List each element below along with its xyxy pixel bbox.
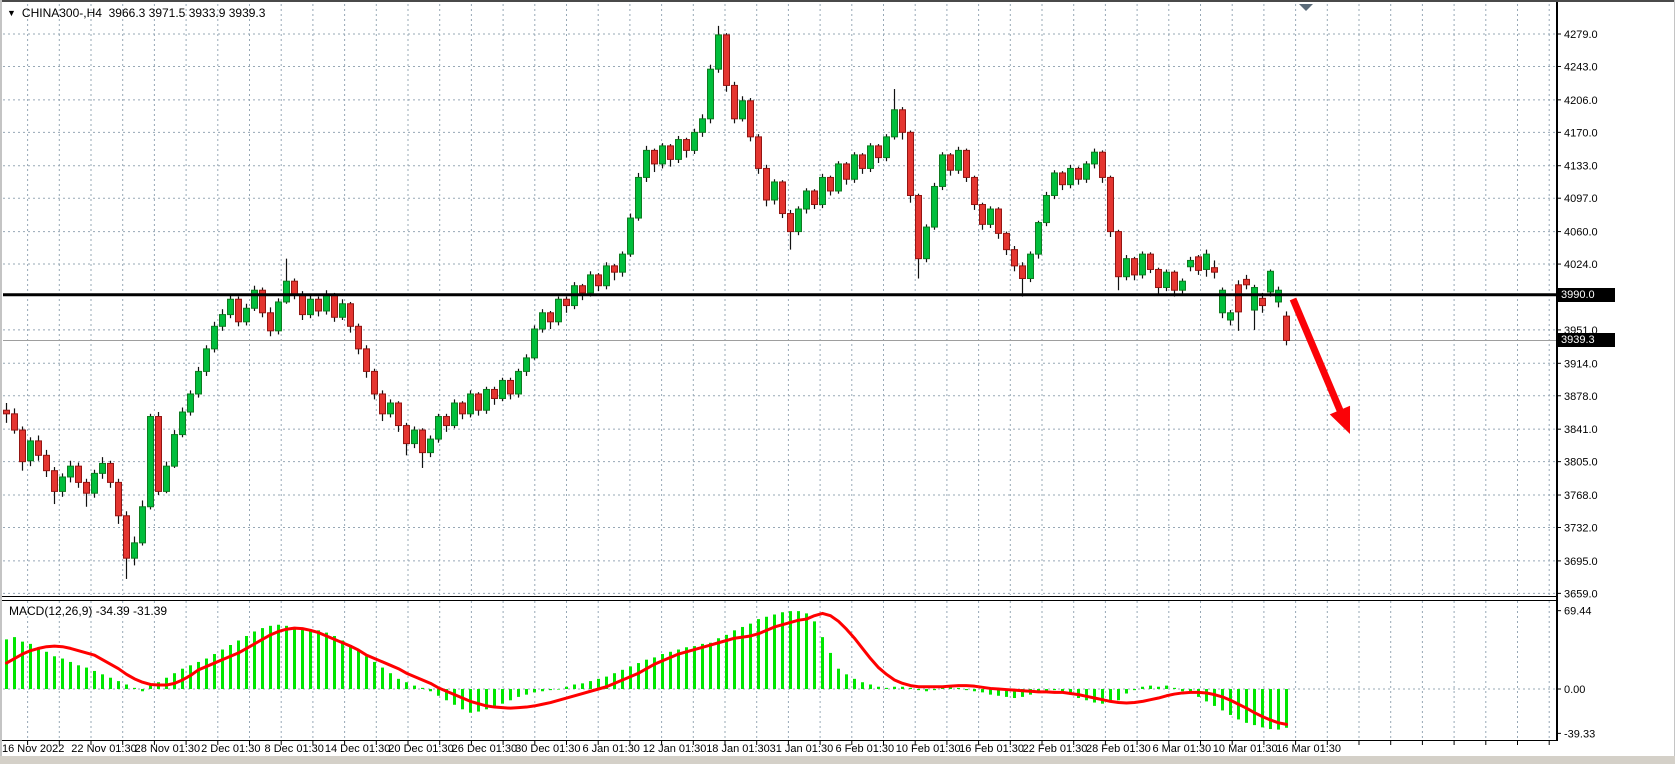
macd-axis-label: 0.00: [1564, 684, 1585, 696]
window-top-border: [0, 0, 1675, 2]
date-axis-label: 10 Mar 01:30: [1213, 743, 1278, 755]
price-axis-label: 4133.0: [1564, 161, 1598, 173]
price-axis-label: 4060.0: [1564, 227, 1598, 239]
candles: [3, 25, 1290, 579]
date-axis-label: 10 Feb 01:30: [896, 743, 961, 755]
price-axis-label: 4097.0: [1564, 193, 1598, 205]
macd-histogram: [5, 611, 1288, 730]
date-axis-label: 16 Mar 01:30: [1276, 743, 1341, 755]
macd-axis[interactable]: 69.44 0.00 -39.33: [1556, 606, 1595, 741]
date-axis-label: 2 Dec 01:30: [201, 743, 260, 755]
date-axis-label: 31 Jan 01:30: [770, 743, 834, 755]
date-axis-label: 28 Feb 01:30: [1086, 743, 1151, 755]
main-pane-bottom-border: [2, 596, 1557, 597]
price-axis-label: 3914.0: [1564, 358, 1598, 370]
date-axis-label: 22 Feb 01:30: [1023, 743, 1088, 755]
grid: [3, 4, 1556, 739]
price-axis[interactable]: 4279.0 4243.0 4206.0 4170.0 4133.0 4097.0 4060…: [1556, 29, 1598, 600]
date-axis-label: 16 Nov 2022: [2, 743, 64, 755]
macd-axis-label: 69.44: [1564, 606, 1592, 618]
price-axis-separator: [1556, 2, 1558, 741]
macd-axis-label: -39.33: [1564, 728, 1595, 740]
symbol-dropdown-icon[interactable]: ▼: [7, 8, 16, 18]
date-axis-label: 30 Dec 01:30: [515, 743, 580, 755]
date-axis-label: 20 Dec 01:30: [388, 743, 453, 755]
hline-price-badge: 3990.0: [1558, 287, 1615, 302]
chart-shift-marker-icon[interactable]: [1299, 4, 1313, 11]
macd-signal-line: [5, 611, 1288, 726]
date-axis-label: 14 Dec 01:30: [325, 743, 390, 755]
price-axis-label: 3805.0: [1564, 457, 1598, 469]
price-axis-label: 4206.0: [1564, 95, 1598, 107]
macd-pane-top-border: [2, 600, 1557, 601]
date-axis-label: 8 Dec 01:30: [265, 743, 324, 755]
date-axis-label: 16 Feb 01:30: [959, 743, 1024, 755]
current-price-badge: 3939.3: [1558, 333, 1615, 348]
price-axis-label: 4279.0: [1564, 29, 1598, 41]
date-axis-label: 22 Nov 01:30: [71, 743, 136, 755]
date-axis-label: 6 Jan 01:30: [582, 743, 640, 755]
date-axis-label: 28 Nov 01:30: [135, 743, 200, 755]
trend-arrow[interactable]: [1289, 297, 1351, 434]
price-axis-label: 3659.0: [1564, 588, 1598, 600]
window-left-border: [0, 0, 2, 764]
date-axis-label: 12 Jan 01:30: [643, 743, 707, 755]
date-axis-label: 6 Mar 01:30: [1152, 743, 1211, 755]
macd-indicator-label: MACD(12,26,9) -34.39 -31.39: [9, 604, 168, 618]
date-axis-label: 18 Jan 01:30: [706, 743, 770, 755]
price-axis-label: 4170.0: [1564, 127, 1598, 139]
bottom-gray-strip: [0, 756, 1675, 764]
price-axis-label: 3732.0: [1564, 523, 1598, 535]
price-axis-label: 4024.0: [1564, 259, 1598, 271]
date-axis-label: 6 Feb 01:30: [835, 743, 894, 755]
price-axis-label: 4243.0: [1564, 61, 1598, 73]
chart-title: CHINA300-,H4 3966.3 3971.5 3933.9 3939.3: [21, 6, 266, 20]
date-axis-label: 26 Dec 01:30: [452, 743, 517, 755]
price-axis-label: 3695.0: [1564, 556, 1598, 568]
price-axis-label: 3878.0: [1564, 391, 1598, 403]
price-axis-label: 3768.0: [1564, 490, 1598, 502]
macd-pane-bottom-border: [2, 740, 1558, 741]
price-axis-label: 3841.0: [1564, 424, 1598, 436]
chart-title-bar: ▼ CHINA300-,H4 3966.3 3971.5 3933.9 3939.…: [7, 6, 265, 20]
